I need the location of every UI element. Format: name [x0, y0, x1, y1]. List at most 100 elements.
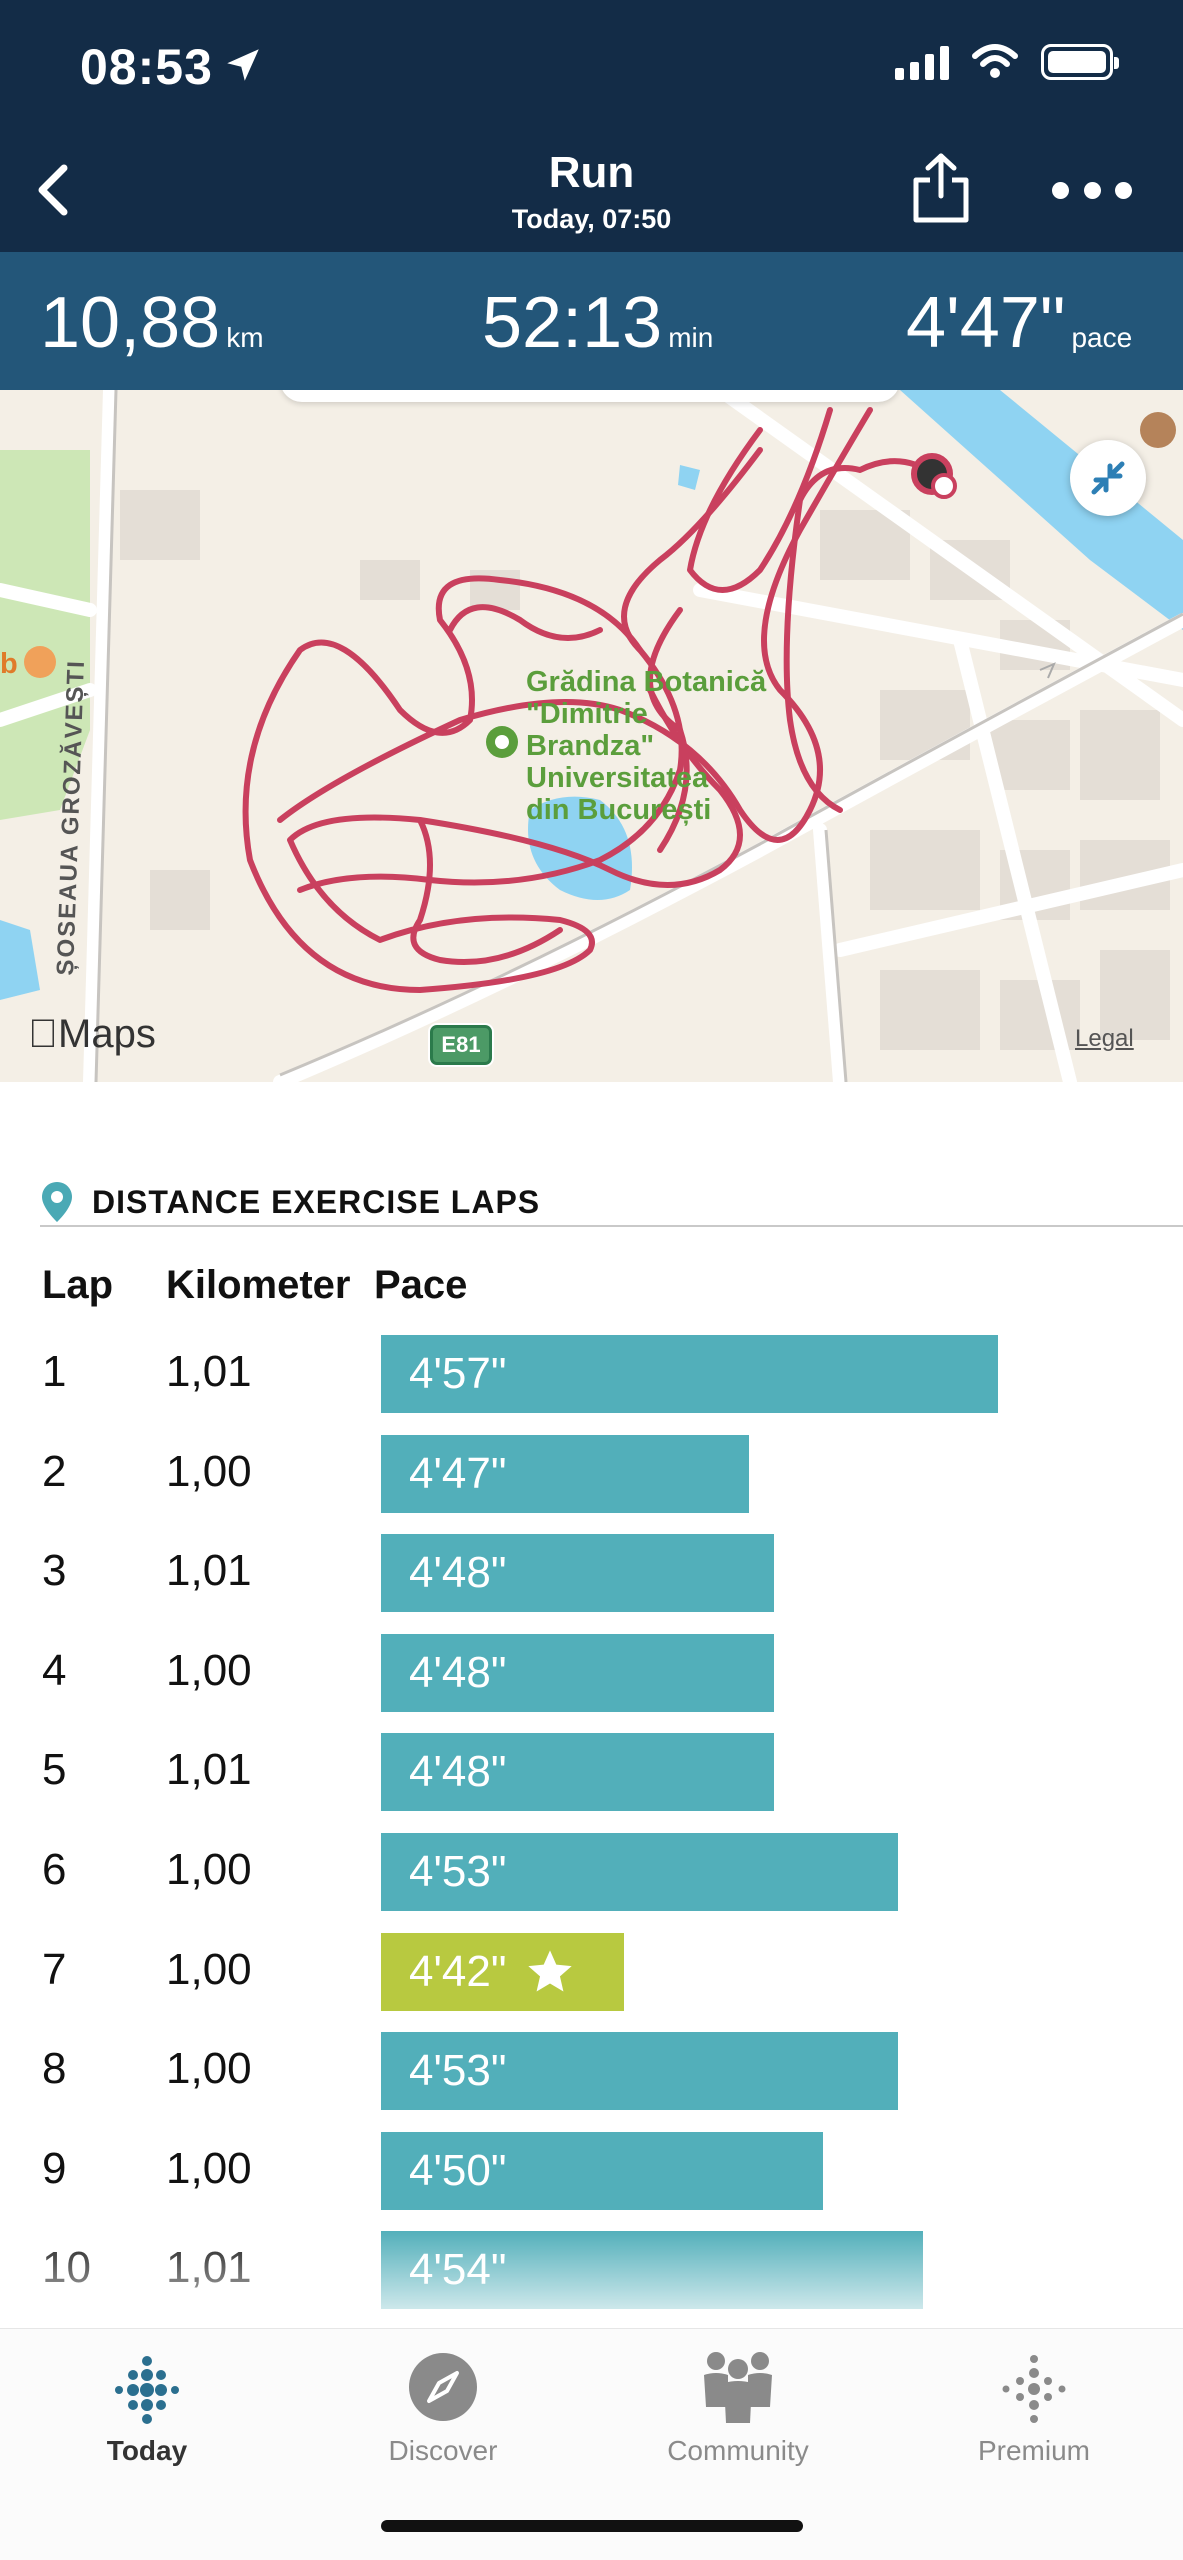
- summary-stats-bar: 10,88 km 52:13 min 4'47" pace: [0, 252, 1183, 390]
- poi-label: Grădina Botanică "Dimitrie Brandza" Univ…: [526, 666, 766, 826]
- distance-value: 10,88: [40, 283, 221, 363]
- lap-kilometer: 1,01: [166, 1347, 252, 1396]
- duration-unit: min: [668, 322, 714, 353]
- lap-kilometer: 1,00: [166, 1645, 252, 1695]
- status-time: 08:53: [80, 39, 213, 95]
- lap-pace-bar: 4'57": [381, 1335, 998, 1413]
- lap-kilometer: 1,00: [166, 1845, 252, 1894]
- lap-number: 3: [42, 1546, 67, 1596]
- lap-pace-bar: 4'47": [381, 1434, 749, 1513]
- lap-number: 4: [42, 1645, 67, 1695]
- lap-pace: 4'48": [409, 1747, 507, 1797]
- people-icon: [704, 2352, 772, 2423]
- location-pin-icon: [42, 1182, 72, 1222]
- laps-divider: [40, 1225, 1183, 1227]
- lap-kilometer: 1,01: [166, 1546, 252, 1596]
- lap-pace: 4'50": [409, 2145, 507, 2195]
- pace-unit: pace: [1071, 322, 1133, 353]
- tab-label: Today: [106, 2435, 188, 2466]
- apple-logo-icon: : [28, 1012, 58, 1056]
- legal-link[interactable]: Legal: [1075, 1025, 1134, 1052]
- lap-pace: 4'48": [409, 1548, 507, 1598]
- duration-value: 52:13: [482, 283, 663, 363]
- map-overlay-card-edge: [280, 390, 900, 402]
- premium-dots-icon: [1002, 2355, 1066, 2423]
- lap-number: 7: [42, 1944, 67, 1994]
- tab-discover[interactable]: Discover: [313, 2347, 573, 2467]
- home-indicator: [381, 2520, 803, 2532]
- cellular-signal-icon: [895, 44, 949, 80]
- partial-poi-label: b: [0, 648, 18, 680]
- distance-stat: 10,88 km: [40, 282, 264, 364]
- map-canvas: [0, 390, 1183, 1082]
- route-map[interactable]: Grădina Botanică "Dimitrie Brandza" Univ…: [0, 390, 1183, 1082]
- more-options-button[interactable]: [1052, 175, 1132, 205]
- lap-pace: 4'53": [409, 2046, 507, 2096]
- more-dot-icon: [1052, 181, 1069, 199]
- lap-pace-bar: 4'48": [381, 1633, 774, 1712]
- back-chevron-icon[interactable]: [28, 160, 78, 220]
- poi-label-line: Grădina Botanică: [526, 666, 767, 698]
- lap-row: 6 1,00 4'53": [0, 1833, 1183, 1913]
- tab-premium[interactable]: Premium: [904, 2347, 1164, 2467]
- lap-row: 4 1,00 4'48": [0, 1633, 1183, 1714]
- tab-today[interactable]: Today: [17, 2347, 277, 2467]
- road-shield-e81: E81: [430, 1025, 492, 1065]
- lap-pace: 4'42": [409, 1946, 507, 1996]
- lap-pace-bar: 4'50": [381, 2131, 823, 2210]
- page-title: Run: [548, 148, 635, 197]
- lap-number: 9: [42, 2143, 67, 2193]
- poi-label-line: Universitatea: [526, 762, 709, 794]
- lap-kilometer: 1,00: [166, 1446, 252, 1496]
- distance-unit: km: [226, 322, 264, 353]
- apple-maps-logo: Maps: [28, 1012, 156, 1057]
- lap-kilometer: 1,00: [166, 2143, 252, 2193]
- lap-kilometer: 1,00: [166, 2044, 252, 2094]
- lap-number: 2: [42, 1446, 67, 1496]
- lap-row: 8 1,00 4'53": [0, 2032, 1183, 2112]
- tab-label: Discover: [388, 2435, 498, 2466]
- lap-row: 1 1,01 4'57": [0, 1335, 1183, 1415]
- wifi-icon: [972, 44, 1018, 78]
- laps-section-title: DISTANCE EXERCISE LAPS: [92, 1183, 541, 1220]
- lap-row: 2 1,00 4'47": [0, 1434, 1183, 1515]
- lap-pace: 4'57": [409, 1349, 507, 1398]
- more-dot-icon: [1083, 181, 1101, 199]
- top-bar: 08:53 Run Today, 07:50: [0, 0, 1183, 252]
- duration-stat: 52:13 min: [482, 282, 713, 364]
- lap-row: 7 1,00 4'42": [0, 1932, 1183, 2013]
- tab-label: Community: [667, 2435, 809, 2466]
- lap-pace-bar: 4'48": [381, 1534, 774, 1613]
- collapse-map-button[interactable]: [1070, 440, 1146, 516]
- poi-label-line: Brandza": [526, 730, 655, 762]
- column-header-lap: Lap: [42, 1263, 114, 1307]
- poi-label-line: din București: [526, 794, 712, 826]
- tab-community[interactable]: Community: [608, 2347, 868, 2467]
- more-dot-icon: [1115, 181, 1132, 199]
- lap-pace: 4'48": [409, 1647, 507, 1697]
- lap-kilometer: 1,00: [166, 1944, 252, 1994]
- laps-section-header: DISTANCE EXERCISE LAPS: [40, 1180, 540, 1224]
- page-subtitle: Today, 07:50: [511, 204, 672, 234]
- lap-pace-bar: 4'48": [381, 1733, 774, 1812]
- pace-value: 4'47": [906, 283, 1066, 363]
- fitbit-dots-icon: [115, 2356, 179, 2424]
- lap-pace-bar: 4'53": [381, 1833, 898, 1911]
- scroll-fade: [0, 2230, 1183, 2330]
- lap-row: 5 1,01 4'48": [0, 1733, 1183, 1813]
- share-icon[interactable]: [908, 152, 974, 224]
- star-icon: [528, 1949, 573, 1992]
- location-arrow-icon: [227, 49, 259, 81]
- lap-number: 1: [42, 1347, 67, 1396]
- lap-row: 9 1,00 4'50": [0, 2131, 1183, 2212]
- lap-pace-bar: 4'53": [381, 2032, 898, 2111]
- lap-pace-bar-best: 4'42": [381, 1932, 624, 2011]
- column-header-kilometer: Kilometer: [166, 1263, 351, 1307]
- battery-icon: [1041, 44, 1119, 80]
- poi-label-line: "Dimitrie: [526, 698, 648, 730]
- pace-stat: 4'47" pace: [906, 282, 1132, 364]
- tab-label: Premium: [977, 2435, 1090, 2466]
- maps-provider-label: Maps: [28, 1012, 156, 1056]
- lap-kilometer: 1,01: [166, 1745, 252, 1795]
- lap-number: 6: [42, 1845, 67, 1894]
